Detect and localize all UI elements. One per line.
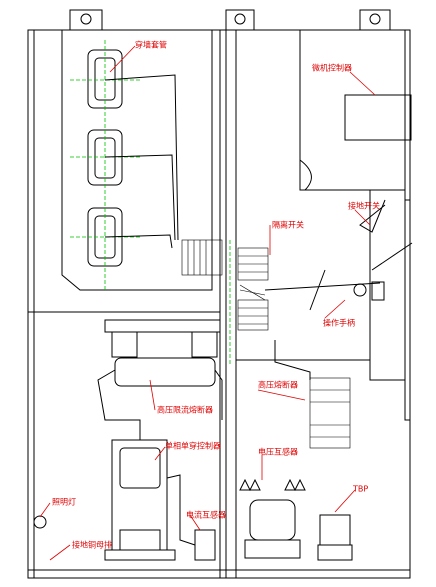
label: 照明灯 [52, 497, 76, 507]
label: 高压熔断器 [258, 380, 298, 390]
label: 隔离开关 [272, 220, 304, 230]
label: 电压互感器 [258, 447, 298, 457]
label: 操作手柄 [323, 318, 355, 328]
label: 接地铜母排 [72, 540, 112, 550]
label: 电流互感器 [186, 510, 226, 520]
label: 微机控制器 [312, 63, 352, 73]
label: 单相单穿控制器 [165, 441, 221, 451]
label: 穿墙套管 [135, 40, 167, 50]
cabinet [27, 9, 413, 579]
label: 接地开关 [348, 201, 380, 211]
label: TBP [352, 485, 368, 494]
label: 高压限流熔断器 [157, 405, 213, 415]
